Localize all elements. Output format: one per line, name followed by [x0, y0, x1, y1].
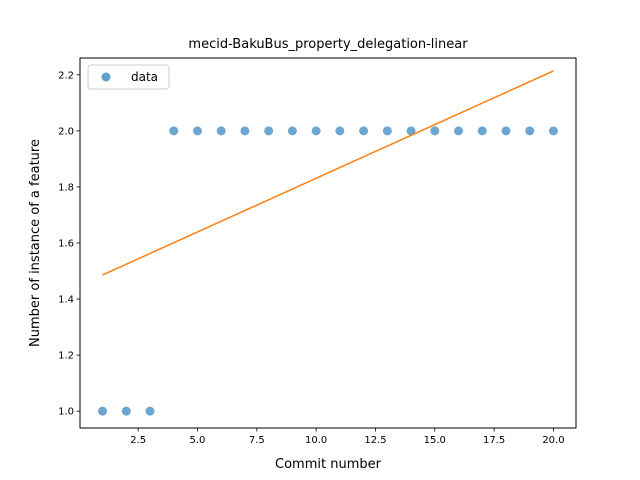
- x-tick-label: 20.0: [542, 435, 564, 446]
- data-point-1: [98, 406, 108, 416]
- chart-title: mecid-BakuBus_property_delegation-linear: [188, 37, 468, 52]
- data-point-13: [382, 126, 392, 136]
- data-point-2: [121, 406, 131, 416]
- x-tick-label: 5.0: [190, 435, 206, 446]
- x-tick-label: 2.5: [130, 435, 146, 446]
- data-point-11: [335, 126, 345, 136]
- data-point-5: [192, 126, 202, 136]
- y-tick-label: 1.8: [58, 182, 74, 193]
- y-tick-label: 2.2: [58, 70, 74, 81]
- data-point-4: [169, 126, 179, 136]
- x-tick-label: 10.0: [305, 435, 327, 446]
- data-point-16: [454, 126, 464, 136]
- data-point-3: [145, 406, 155, 416]
- x-axis-label: Commit number: [275, 457, 382, 472]
- marks-layer: [98, 70, 558, 416]
- data-point-12: [359, 126, 369, 136]
- legend-box: [87, 64, 170, 90]
- legend-marker: [101, 72, 111, 82]
- data-point-19: [525, 126, 535, 136]
- data-point-18: [501, 126, 511, 136]
- y-axis-ticks: 1.0 1.2 1.4 1.6 1.8 2.0 2.2: [58, 70, 80, 418]
- y-tick-label: 1.0: [58, 407, 74, 418]
- data-point-14: [406, 126, 416, 136]
- data-point-10: [311, 126, 321, 136]
- data-point-8: [264, 126, 274, 136]
- data-point-17: [477, 126, 487, 136]
- x-tick-label: 12.5: [364, 435, 386, 446]
- data-point-9: [287, 126, 297, 136]
- y-tick-label: 1.4: [58, 295, 74, 306]
- x-tick-label: 15.0: [424, 435, 446, 446]
- data-point-7: [240, 126, 250, 136]
- fit-line: [102, 70, 554, 276]
- legend: data: [87, 64, 170, 90]
- y-tick-label: 2.0: [58, 126, 74, 137]
- x-tick-label: 17.5: [483, 435, 505, 446]
- legend-label: data: [131, 70, 158, 84]
- y-axis-label: Number of instance of a feature: [28, 139, 43, 347]
- data-point-20: [548, 126, 558, 136]
- plot-area: [80, 58, 576, 428]
- y-tick-label: 1.2: [58, 351, 74, 362]
- data-point-15: [430, 126, 440, 136]
- x-tick-label: 7.5: [249, 435, 265, 446]
- x-axis-ticks: 2.5 5.0 7.5 10.0 12.5 15.0 17.5 20.0: [130, 428, 565, 446]
- data-point-6: [216, 126, 226, 136]
- y-tick-label: 1.6: [58, 239, 74, 250]
